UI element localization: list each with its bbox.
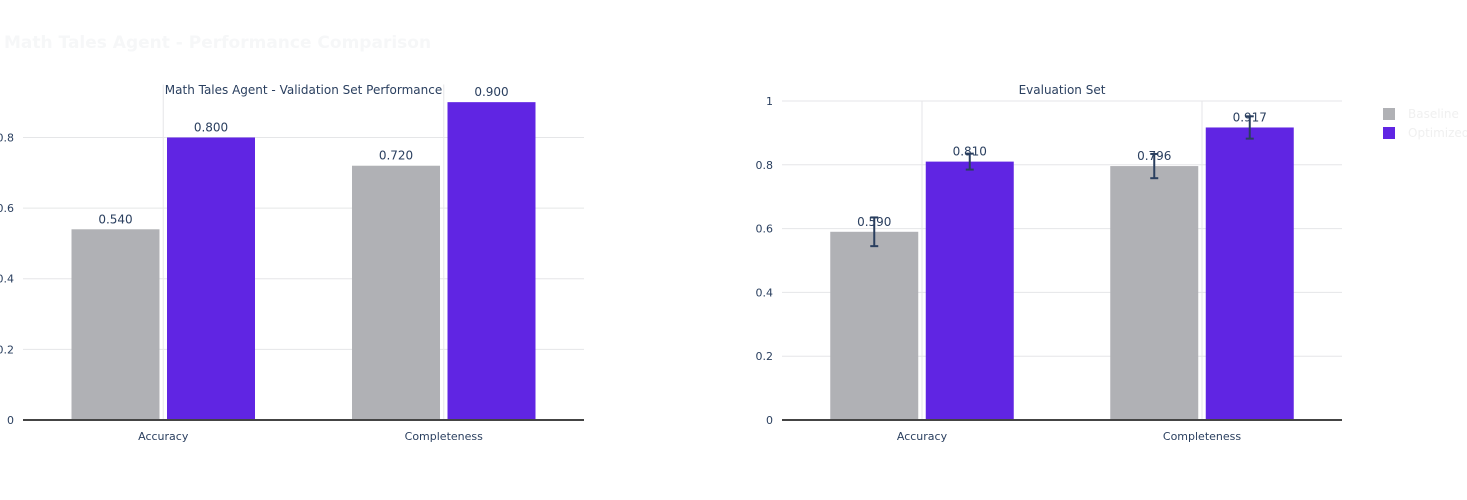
y-tick-label: 0.4 bbox=[756, 286, 774, 299]
chart-panel-1: 0 0.2 0.4 0.6 0.8 0.540 0.720 0.800 0.900 Accurac… bbox=[0, 83, 584, 443]
bar-baseline-completeness bbox=[352, 165, 440, 420]
chart-subtitle: Evaluation Set bbox=[1019, 83, 1106, 97]
chart-panel-2: 0 0.2 0.4 0.6 0.8 1 0.590 0.796 0.810 0.917 Accura… bbox=[756, 83, 1342, 443]
data-label: 0.590 bbox=[857, 215, 891, 229]
x-tick-label: Accuracy bbox=[897, 430, 948, 443]
y-tick-label: 0 bbox=[766, 414, 773, 427]
main-title: Math Tales Agent - Performance Compariso… bbox=[4, 33, 432, 53]
data-label: 0.917 bbox=[1233, 110, 1267, 124]
y-tick-label: 0.2 bbox=[0, 343, 14, 356]
y-tick-label: 0.8 bbox=[756, 159, 774, 172]
data-label: 0.800 bbox=[194, 120, 228, 134]
bar-optimized-completeness bbox=[1205, 127, 1294, 421]
bar-optimized-accuracy bbox=[925, 161, 1014, 421]
bar-optimized-accuracy bbox=[167, 137, 255, 420]
y-tick-label: 0 bbox=[7, 414, 14, 427]
y-tick-label: 0.6 bbox=[0, 202, 14, 215]
legend: Baseline Optimized bbox=[1383, 107, 1467, 140]
data-label: 0.810 bbox=[953, 145, 987, 159]
data-label: 0.900 bbox=[474, 85, 508, 99]
data-label: 0.796 bbox=[1137, 149, 1171, 163]
x-tick-label: Completeness bbox=[1163, 430, 1241, 443]
legend-swatch-baseline bbox=[1383, 108, 1395, 120]
y-tick-label: 1 bbox=[766, 95, 773, 108]
data-label: 0.540 bbox=[98, 212, 132, 226]
bar-optimized-completeness bbox=[447, 102, 536, 420]
x-tick-label: Completeness bbox=[405, 430, 483, 443]
chart-subtitle: Math Tales Agent - Validation Set Perfor… bbox=[165, 83, 442, 97]
legend-label-baseline: Baseline bbox=[1408, 107, 1459, 121]
legend-label-optimized: Optimized bbox=[1408, 126, 1467, 140]
legend-swatch-optimized bbox=[1383, 127, 1395, 139]
y-tick-label: 0.6 bbox=[756, 223, 774, 236]
bar-baseline-accuracy bbox=[830, 231, 919, 420]
x-tick-label: Accuracy bbox=[138, 430, 189, 443]
y-tick-label: 0.2 bbox=[756, 350, 774, 363]
data-label: 0.720 bbox=[379, 149, 413, 163]
bar-baseline-completeness bbox=[1110, 166, 1199, 420]
bar-baseline-accuracy bbox=[71, 229, 160, 420]
y-tick-label: 0.4 bbox=[0, 273, 14, 286]
y-tick-label: 0.8 bbox=[0, 131, 14, 144]
